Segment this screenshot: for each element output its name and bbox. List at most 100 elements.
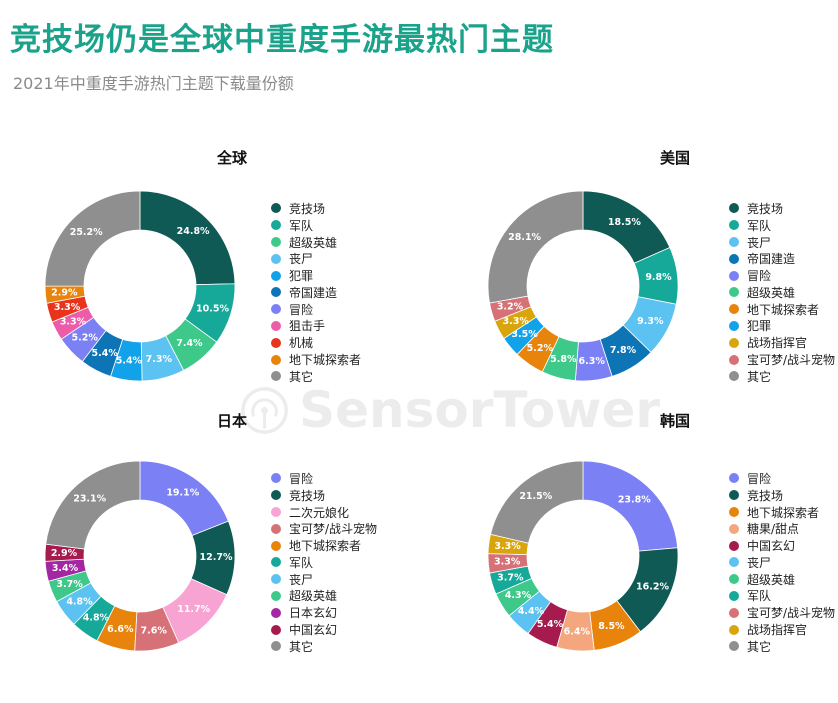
slice-data-label: 9.8% [645,272,672,283]
legend-japan: 冒险 竞技场 二次元娘化 宝可梦/战斗宠物 地下城探索者 军队 丧尸 超级英雄 日本玄幻 中国玄幻… [271,470,377,655]
slice-data-label: 3.3% [60,316,87,327]
legend-label: 地下城探索者 [747,302,820,317]
legend-item: 超级英雄 [271,588,377,605]
legend-item: 二次元娘化 [271,504,377,521]
legend-swatch [729,490,739,501]
legend-item: 军队 [729,588,835,605]
legend-swatch [271,220,281,231]
donut-slice [139,190,236,286]
legend-item: 地下城探索者 [729,301,835,318]
donut-slice [45,460,141,550]
legend-label: 其它 [289,639,314,654]
legend-item: 竞技场 [271,200,361,217]
slice-data-label: 3.7% [56,579,83,590]
legend-item: 其它 [271,368,361,385]
legend-swatch [271,641,281,652]
legend-swatch [729,304,739,315]
legend-item: 冒险 [271,301,361,318]
slice-data-label: 4.8% [83,612,110,623]
legend-item: 战场指挥官 [729,334,835,351]
donut-chart-global: 24.8%10.5%7.4%7.3%5.4%5.4%5.2%3.3%3.3%2.… [44,190,236,382]
legend-swatch [729,270,739,281]
legend-swatch [271,490,281,501]
legend-item: 丧尸 [271,571,377,588]
legend-label: 犯罪 [747,319,772,334]
slice-data-label: 2.9% [51,288,78,299]
legend-swatch [271,236,281,247]
legend-label: 战场指挥官 [747,623,808,638]
donut-slice [490,460,584,544]
legend-swatch [271,506,281,517]
slice-data-label: 5.2% [527,343,554,354]
legend-label: 其它 [747,369,772,384]
slice-data-label: 3.5% [511,329,538,340]
legend-item: 宝可梦/战斗宠物 [729,351,835,368]
legend-label: 冒险 [289,471,314,486]
legend-item: 犯罪 [271,267,361,284]
slice-data-label: 5.4% [116,356,143,367]
legend-label: 冒险 [747,269,772,284]
legend-label: 超级英雄 [747,572,796,587]
legend-item: 军队 [271,554,377,571]
legend-label: 糖果/甜点 [747,522,800,537]
legend-item: 中国玄幻 [729,537,835,554]
legend-label: 地下城探索者 [747,505,820,520]
legend-swatch [729,371,739,382]
chart-title-us: 美国 [659,149,691,167]
legend-item: 帝国建造 [271,284,361,301]
slice-data-label: 12.7% [200,552,233,563]
slice-data-label: 6.6% [107,624,134,635]
slice-data-label: 11.7% [177,604,210,615]
legend-swatch [271,540,281,551]
slice-data-label: 3.3% [494,556,521,567]
slice-data-label: 2.9% [51,548,78,559]
legend-swatch [729,220,739,231]
legend-item: 地下城探索者 [271,537,377,554]
legend-label: 中国玄幻 [747,539,796,554]
legend-swatch [729,607,739,618]
legend-label: 竞技场 [289,201,326,216]
legend-swatch [729,574,739,585]
legend-swatch [729,236,739,247]
slice-data-label: 5.8% [550,354,577,365]
legend-item: 军队 [271,217,361,234]
slice-data-label: 3.3% [494,541,521,552]
legend-item: 犯罪 [729,318,835,335]
legend-item: 超级英雄 [729,284,835,301]
slice-data-label: 7.6% [141,625,168,636]
legend-item: 机械 [271,334,361,351]
legend-label: 帝国建造 [289,285,338,300]
legend-swatch [729,203,739,214]
legend-swatch [271,574,281,585]
legend-swatch [271,371,281,382]
legend-swatch [271,304,281,315]
legend-label: 丧尸 [289,572,314,587]
slice-data-label: 28.1% [508,232,541,243]
slice-data-label: 4.3% [505,590,532,601]
slice-data-label: 6.3% [579,356,606,367]
legend-item: 超级英雄 [729,571,835,588]
legend-swatch [729,287,739,298]
legend-label: 宝可梦/战斗宠物 [289,522,378,537]
legend-label: 地下城探索者 [289,353,362,368]
legend-swatch [271,270,281,281]
legend-label: 冒险 [289,302,314,317]
legend-swatch [729,506,739,517]
slice-data-label: 10.5% [196,303,229,314]
legend-swatch [271,354,281,365]
legend-label: 狙击手 [289,319,326,334]
page-title: 竞技场仍是全球中重度手游最热门主题 [10,22,554,58]
legend-us: 竞技场 军队 丧尸 帝国建造 冒险 超级英雄 地下城探索者 犯罪 战场指挥官 宝可梦/战斗宠物 其它 [729,200,835,385]
legend-item: 其它 [729,368,835,385]
legend-label: 机械 [289,336,314,351]
slice-data-label: 19.1% [166,488,199,499]
chart-title-global: 全球 [216,149,248,167]
legend-label: 帝国建造 [747,252,796,267]
legend-swatch [271,557,281,568]
legend-item: 竞技场 [729,487,835,504]
legend-label: 丧尸 [747,555,772,570]
slice-data-label: 18.5% [608,217,641,228]
legend-item: 帝国建造 [729,250,835,267]
legend-swatch [729,624,739,635]
legend-label: 宝可梦/战斗宠物 [747,606,836,621]
